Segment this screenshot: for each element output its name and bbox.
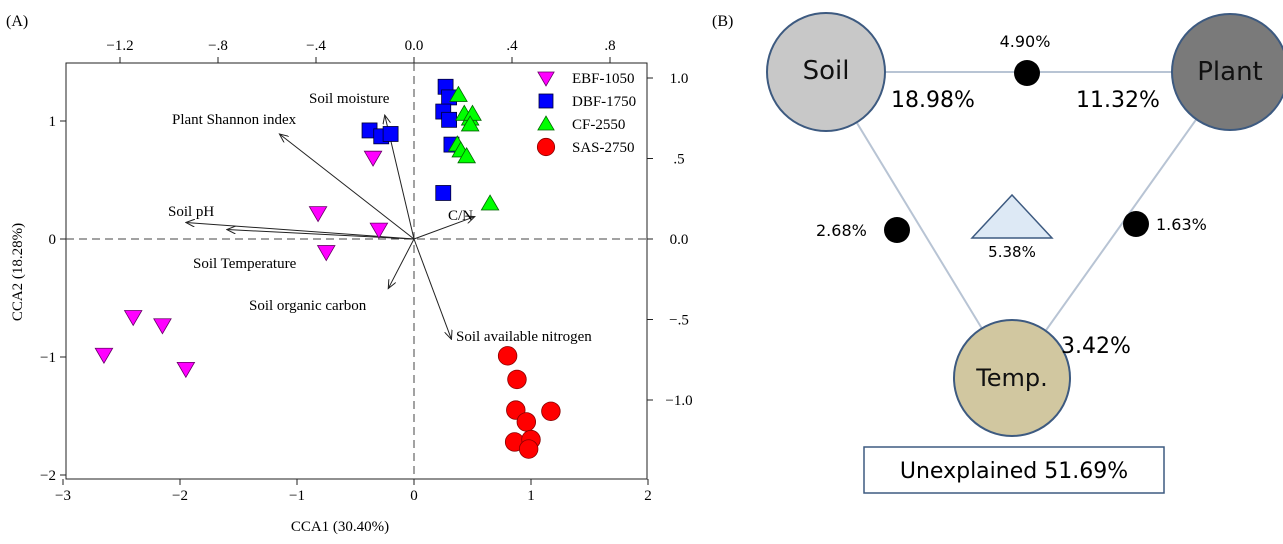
x-axis-label: CCA1 (30.40%) [291, 519, 389, 535]
data-point [541, 401, 561, 421]
all-three-value: 5.38% [988, 243, 1036, 261]
plant-node-label: Plant [1197, 57, 1263, 87]
x-tick-label: 0 [410, 488, 418, 504]
data-point [497, 346, 518, 366]
top-tick-label: −.8 [208, 38, 228, 54]
data-point [369, 222, 389, 239]
soil-plant-value: 4.90% [1000, 32, 1051, 51]
top-tick-label: 0.0 [405, 38, 424, 54]
data-point [382, 126, 399, 142]
x-tick-label: −3 [55, 488, 71, 504]
x-tick-label: 2 [644, 488, 652, 504]
y-axis-label: CCA2 (18.28%) [10, 223, 26, 321]
x-tick-label: −2 [172, 488, 188, 504]
data-point [460, 115, 480, 132]
legend-marker [538, 93, 554, 109]
vector-arrow [279, 134, 415, 240]
data-point [480, 194, 500, 211]
vector-arrow [186, 222, 415, 240]
data-point [507, 369, 527, 390]
point-layer [94, 78, 561, 459]
vector-label: Soil moisture [309, 91, 390, 107]
unexplained-box [863, 446, 1165, 494]
soil-only-value: 18.98% [891, 88, 975, 113]
vector-arrow [413, 238, 451, 339]
soil-node [766, 12, 886, 132]
right-tick-label: .5 [673, 152, 684, 168]
data-point [449, 85, 468, 102]
vector-label: Plant Shannon index [172, 112, 297, 128]
temp-node [953, 319, 1071, 437]
data-point [153, 318, 172, 335]
panel-b-label: (B) [712, 13, 733, 30]
data-point [457, 147, 477, 164]
y-tick-label: −1 [40, 350, 56, 366]
legend-entry: SAS-2750 [572, 140, 635, 156]
data-point [435, 185, 452, 201]
data-point [176, 361, 196, 379]
axes-layer: −3 −2 −1 0 1 2 −2 −1 0 1 −1.2 −.8 −.4 0.0 .4 .8 1.0 .5 0.0… [40, 38, 693, 504]
x-tick-label: 1 [527, 488, 535, 504]
soil-node-label: Soil [803, 56, 850, 86]
y-tick-label: −2 [40, 468, 56, 484]
vector-label: Soil available nitrogen [456, 329, 592, 345]
temp-node-label: Temp. [975, 364, 1048, 392]
panel-a-cca-plot: −3 −2 −1 0 1 2 −2 −1 0 1 −1.2 −.8 −.4 0.0 .4 .8 1.0 .5 0.0… [10, 38, 693, 535]
plant-node [1171, 13, 1283, 131]
top-tick-label: .8 [604, 38, 615, 54]
unexplained-value: Unexplained 51.69% [900, 459, 1128, 484]
y-tick-label: 0 [49, 232, 57, 248]
top-tick-label: −1.2 [106, 38, 133, 54]
legend: EBF-1050 DBF-1750 CF-2550 SAS-2750 [536, 71, 636, 157]
panel-b-variance-partition: Soil Plant Temp. 4.90% 18.98% 11.32% 2.6… [766, 12, 1283, 494]
vector-label: Soil organic carbon [249, 298, 367, 314]
data-point [518, 439, 539, 459]
data-point [363, 150, 383, 167]
vector-label: C/N [448, 208, 473, 224]
vector-arrow [227, 230, 415, 240]
vector-label: Soil Temperature [193, 256, 297, 272]
x-tick-label: −1 [289, 488, 305, 504]
vector-layer: Soil moisture Plant Shannon index Soil pH S… [168, 91, 592, 345]
legend-marker [536, 137, 556, 157]
temp-only-value: 3.42% [1061, 334, 1131, 359]
shared-triangle [970, 193, 1054, 239]
vector-arrow [413, 217, 475, 240]
top-tick-label: −.4 [306, 38, 326, 54]
vector-label: Soil pH [168, 204, 214, 220]
right-tick-label: −.5 [669, 313, 689, 329]
right-tick-label: −1.0 [665, 393, 692, 409]
data-point [316, 245, 336, 262]
data-point [94, 347, 114, 364]
panel-a-label: (A) [6, 13, 28, 30]
legend-entry: CF-2550 [572, 117, 625, 133]
plant-temp-value: 1.63% [1156, 215, 1207, 234]
data-point [308, 206, 328, 223]
right-tick-label: 0.0 [670, 232, 689, 248]
plant-temp-dot [1123, 211, 1149, 237]
soil-temp-dot [884, 217, 910, 243]
y-tick-label: 1 [49, 114, 57, 130]
legend-marker [537, 71, 555, 87]
plant-only-value: 11.32% [1076, 88, 1160, 113]
data-point [123, 310, 143, 327]
data-point [516, 412, 537, 432]
legend-entry: EBF-1050 [572, 71, 635, 87]
soil-temp-value: 2.68% [816, 221, 867, 240]
soil-plant-dot [1014, 60, 1040, 86]
plot-frame [65, 62, 648, 480]
legend-marker [537, 115, 555, 131]
vector-arrow [388, 238, 415, 289]
plant-temp-link [1011, 71, 1231, 379]
top-tick-label: .4 [506, 38, 518, 54]
right-tick-label: 1.0 [670, 71, 689, 87]
data-point [441, 111, 458, 128]
legend-entry: DBF-1750 [572, 94, 636, 110]
